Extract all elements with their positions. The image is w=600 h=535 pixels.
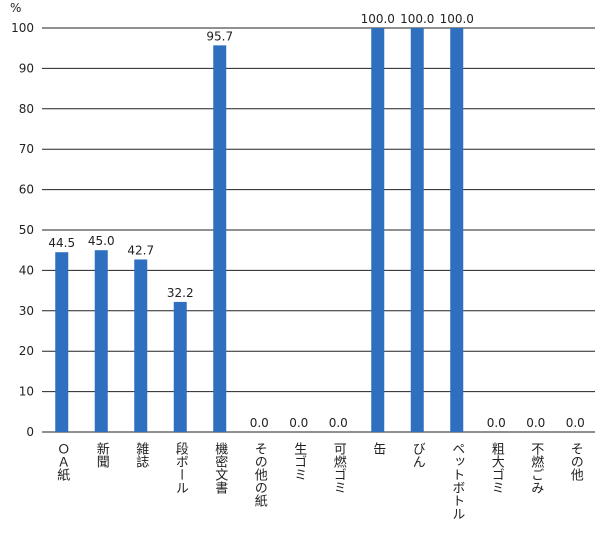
x-tick-label: 粗大ゴミ xyxy=(489,442,505,494)
bar xyxy=(173,301,187,432)
value-label: 100.0 xyxy=(440,12,474,26)
x-tick-label: その他 xyxy=(568,442,584,482)
y-tick-label: 0 xyxy=(26,425,34,439)
x-tick-label: 段ボール xyxy=(173,442,189,494)
x-tick-label: 生ゴミ xyxy=(291,442,307,481)
x-tick-label: 雑誌 xyxy=(133,441,149,468)
value-label: 45.0 xyxy=(88,234,115,248)
y-tick-label: 70 xyxy=(19,142,34,156)
x-tick-label: 新聞 xyxy=(94,441,110,469)
bar xyxy=(213,45,227,432)
y-tick-label: 40 xyxy=(19,263,34,277)
bar xyxy=(94,250,108,432)
y-tick-label: 80 xyxy=(19,102,34,116)
value-label: 0.0 xyxy=(329,416,348,430)
bar xyxy=(134,259,148,432)
value-label: 44.5 xyxy=(48,236,75,250)
value-label: 0.0 xyxy=(526,416,545,430)
value-label: 0.0 xyxy=(250,416,269,430)
y-tick-label: 90 xyxy=(19,61,34,75)
value-label: 95.7 xyxy=(206,29,233,43)
value-label: 0.0 xyxy=(487,416,506,430)
x-tick-label: ペットボトル xyxy=(449,442,465,520)
x-tick-label: 可燃ゴミ xyxy=(331,442,347,494)
value-label: 32.2 xyxy=(167,286,194,300)
x-tick-label: 不燃ごみ xyxy=(528,442,544,494)
y-unit: % xyxy=(10,1,21,15)
value-label: 0.0 xyxy=(289,416,308,430)
value-label: 42.7 xyxy=(127,243,154,257)
x-tick-label: 機密文書 xyxy=(212,442,228,495)
y-tick-label: 20 xyxy=(19,344,34,358)
y-tick-label: 100 xyxy=(11,21,34,35)
value-label: 100.0 xyxy=(361,12,395,26)
bar xyxy=(410,28,424,432)
value-label: 100.0 xyxy=(400,12,434,26)
y-tick-label: 60 xyxy=(19,183,34,197)
y-tick-label: 10 xyxy=(19,385,34,399)
value-label: 0.0 xyxy=(566,416,585,430)
y-tick-label: 50 xyxy=(19,223,34,237)
x-tick-label: 缶 xyxy=(370,442,386,455)
x-tick-label: その他の紙 xyxy=(252,442,268,508)
bar xyxy=(55,252,69,432)
bar xyxy=(450,28,464,432)
x-tick-label: びん xyxy=(410,442,425,468)
x-tick-label: ＯＡ紙 xyxy=(54,442,70,482)
y-tick-label: 30 xyxy=(19,304,34,318)
bar xyxy=(371,28,385,432)
